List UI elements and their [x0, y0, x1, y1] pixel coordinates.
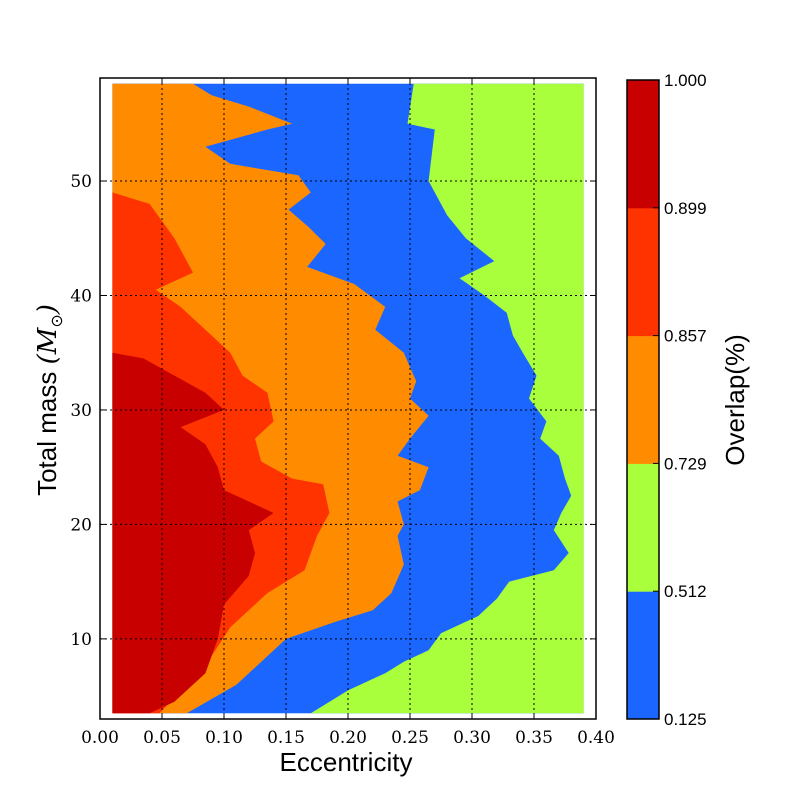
- colorbar-segment-2: [627, 335, 659, 464]
- colorbar-segment-1: [627, 463, 659, 592]
- x-tick-label: 0.00: [81, 728, 119, 748]
- x-tick-label: 0.20: [329, 728, 367, 748]
- y-tick-label: 20: [70, 515, 92, 535]
- colorbar-tick-label: 0.512: [664, 582, 707, 601]
- x-tick-label: 0.40: [577, 728, 615, 748]
- axis-ticks: 0.00 0.05 0.10 0.15 0.20 0.25 0.30 0.35 0.40 10 20…: [70, 78, 615, 748]
- colorbar-frame: [626, 79, 660, 720]
- colorbar: 0.125 0.512 0.729 0.857 0.899 1.000: [626, 71, 707, 729]
- colorbar-label: Overlap(%): [720, 334, 750, 465]
- x-tick-label: 0.05: [143, 728, 181, 748]
- y-tick-label: 10: [70, 630, 92, 650]
- y-axis-label: Total mass (M⊙): [32, 304, 66, 496]
- colorbar-tick-label: 0.729: [664, 454, 707, 473]
- x-tick-label: 0.30: [453, 728, 491, 748]
- x-tick-label: 0.25: [391, 728, 429, 748]
- contour-region-0.899: [112, 352, 274, 714]
- x-tick-label: 0.35: [515, 728, 553, 748]
- colorbar-segment-0: [627, 591, 659, 720]
- grid-lines: [100, 78, 596, 719]
- x-axis-label: Eccentricity: [280, 747, 413, 777]
- x-tick-label: 0.10: [205, 728, 243, 748]
- y-tick-label: 30: [70, 401, 92, 421]
- x-tick-label: 0.15: [267, 728, 305, 748]
- colorbar-tick-label: 0.125: [664, 710, 707, 729]
- y-tick-label: 40: [70, 286, 92, 306]
- colorbar-segment-4: [627, 80, 659, 209]
- y-tick-label: 50: [70, 172, 92, 192]
- colorbar-segment-3: [627, 207, 659, 337]
- colorbar-tick-label: 0.857: [664, 327, 707, 346]
- contour-region-0.512: [310, 83, 584, 714]
- colorbar-tick-label: 0.899: [664, 199, 707, 218]
- colorbar-tick-label: 1.000: [664, 71, 707, 90]
